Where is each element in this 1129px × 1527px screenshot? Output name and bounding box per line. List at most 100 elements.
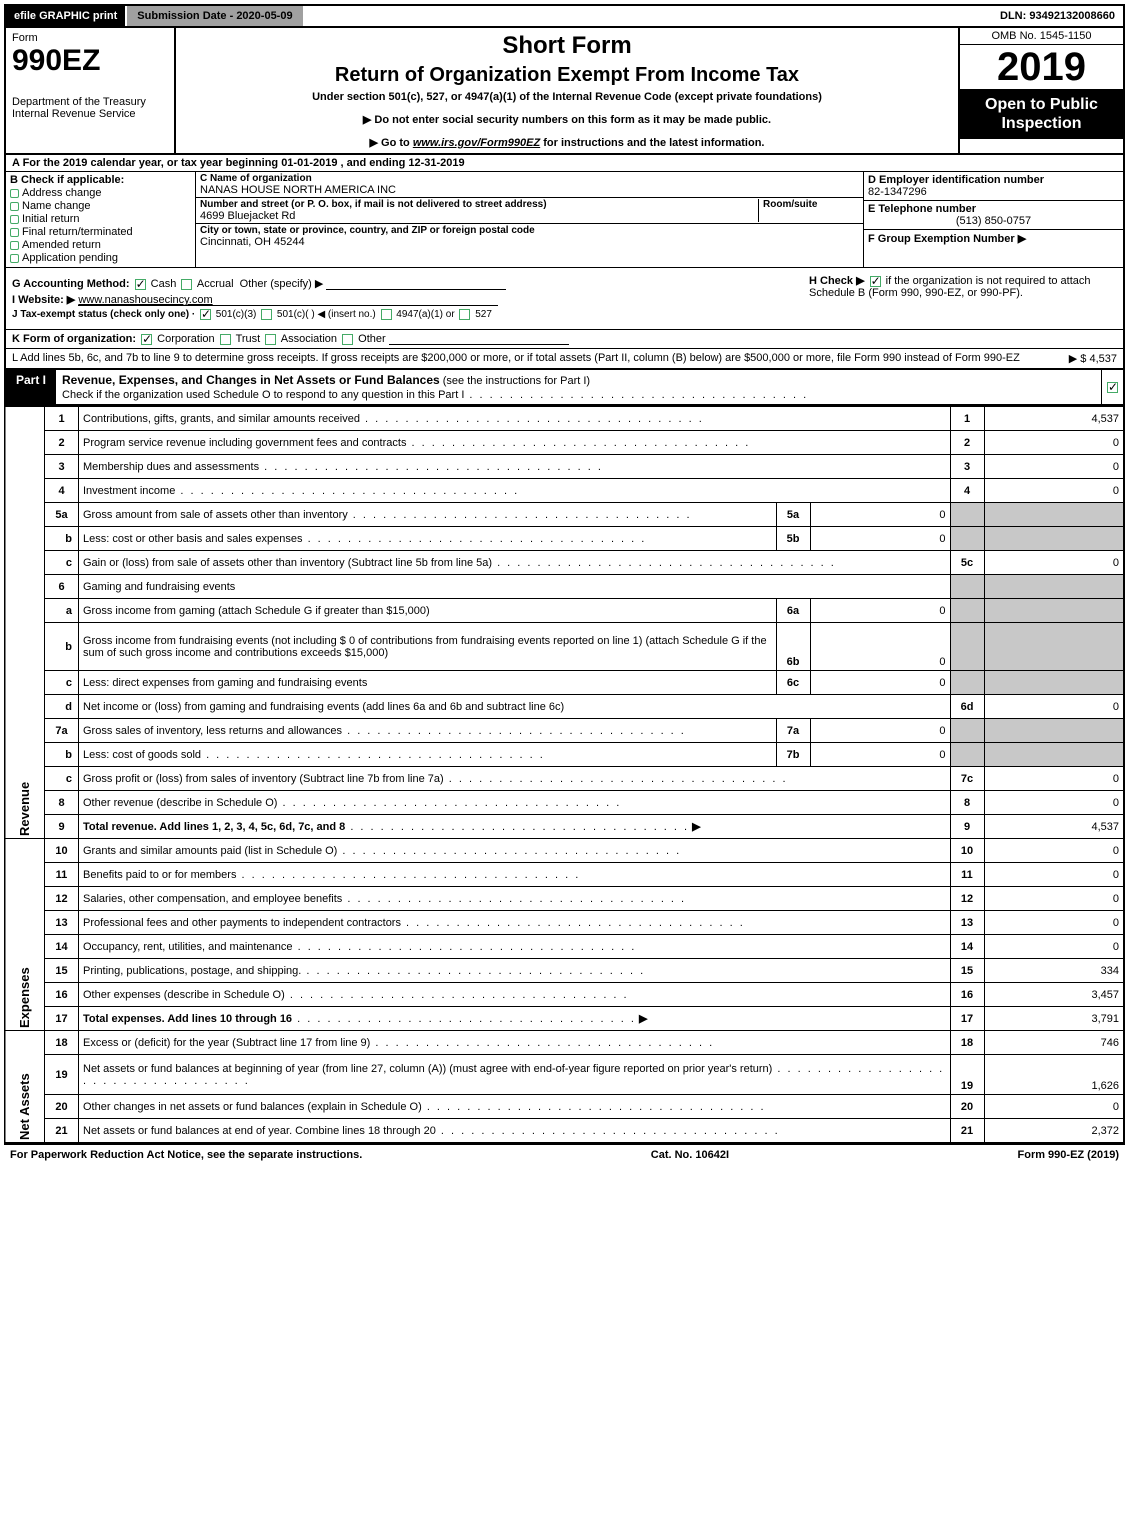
part1-header: Part I Revenue, Expenses, and Changes in… [4, 369, 1125, 406]
rn-6d: 6d [950, 695, 984, 719]
ssn-note: ▶ Do not enter social security numbers o… [182, 113, 952, 126]
irs-label: Internal Revenue Service [12, 108, 168, 120]
irs-link[interactable]: www.irs.gov/Form990EZ [413, 137, 540, 149]
desc-20: Other changes in net assets or fund bala… [79, 1095, 951, 1119]
org-name-row: C Name of organization NANAS HOUSE NORTH… [196, 172, 863, 198]
desc-6b: Gross income from fundraising events (no… [79, 623, 777, 671]
il-6a: 6a [776, 599, 810, 623]
g-cash-check[interactable] [135, 279, 146, 290]
rn-20: 20 [950, 1095, 984, 1119]
rn-4: 4 [950, 479, 984, 503]
chk-address-change[interactable]: Address change [10, 187, 191, 199]
part1-title-sub: (see the instructions for Part I) [440, 375, 590, 387]
ln-7a: 7a [45, 719, 79, 743]
top-bar-left: efile GRAPHIC print Submission Date - 20… [6, 6, 303, 26]
gl-left: G Accounting Method: Cash Accrual Other … [6, 268, 803, 329]
rv-6-grey [984, 575, 1124, 599]
f-label: F Group Exemption Number ▶ [868, 233, 1026, 245]
ein-value: 82-1347296 [868, 186, 927, 198]
desc-5a: Gross amount from sale of assets other t… [79, 503, 777, 527]
efile-print-button[interactable]: efile GRAPHIC print [6, 6, 127, 26]
chk-app-pending[interactable]: Application pending [10, 252, 191, 264]
rv-6b-grey [984, 623, 1124, 671]
iv-5b: 0 [810, 527, 950, 551]
part1-title: Revenue, Expenses, and Changes in Net As… [56, 370, 1101, 404]
j-501c-check[interactable] [261, 309, 272, 320]
g-cash-label: Cash [151, 278, 177, 290]
rn-19: 19 [950, 1055, 984, 1095]
j-527-check[interactable] [459, 309, 470, 320]
ln-17: 17 [45, 1007, 79, 1031]
k-corp-check[interactable] [141, 334, 152, 345]
g-line: G Accounting Method: Cash Accrual Other … [12, 277, 797, 290]
ln-5c: c [45, 551, 79, 575]
footer-right: Form 990-EZ (2019) [1018, 1149, 1119, 1161]
ln-9: 9 [45, 815, 79, 839]
rv-10: 0 [984, 839, 1124, 863]
rn-7b-grey [950, 743, 984, 767]
g-other-label: Other (specify) ▶ [240, 278, 324, 290]
row-3: 3 Membership dues and assessments 3 0 [5, 455, 1124, 479]
rv-6c-grey [984, 671, 1124, 695]
row-16: 16 Other expenses (describe in Schedule … [5, 983, 1124, 1007]
row-14: 14 Occupancy, rent, utilities, and maint… [5, 935, 1124, 959]
j-501c3-check[interactable] [200, 309, 211, 320]
ln-20: 20 [45, 1095, 79, 1119]
chk-name-change[interactable]: Name change [10, 200, 191, 212]
desc-21: Net assets or fund balances at end of ye… [79, 1119, 951, 1143]
rn-13: 13 [950, 911, 984, 935]
g-other-input[interactable] [326, 278, 506, 290]
rv-9: 4,537 [984, 815, 1124, 839]
accounting-block: G Accounting Method: Cash Accrual Other … [4, 268, 1125, 330]
chk-initial-return[interactable]: Initial return [10, 213, 191, 225]
j-line: J Tax-exempt status (check only one) · 5… [12, 309, 797, 320]
desc-19: Net assets or fund balances at beginning… [79, 1055, 951, 1095]
rn-15: 15 [950, 959, 984, 983]
h-block: H Check ▶ if the organization is not req… [803, 268, 1123, 329]
k-trust-check[interactable] [220, 334, 231, 345]
k-other-check[interactable] [342, 334, 353, 345]
rn-11: 11 [950, 863, 984, 887]
ln-10: 10 [45, 839, 79, 863]
k-other-input[interactable] [389, 333, 569, 345]
chk-name-change-label: Name change [22, 200, 91, 212]
il-6c: 6c [776, 671, 810, 695]
l-amount: ▶ $ 4,537 [1059, 352, 1117, 365]
ln-12: 12 [45, 887, 79, 911]
website-input[interactable]: www.nanashousecincy.com [78, 294, 498, 306]
h-label: H Check ▶ [809, 275, 865, 287]
rn-6a-grey [950, 599, 984, 623]
chk-final-return[interactable]: Final return/terminated [10, 226, 191, 238]
rn-2: 2 [950, 431, 984, 455]
ln-5b: b [45, 527, 79, 551]
desc-6d: Net income or (loss) from gaming and fun… [79, 695, 951, 719]
desc-9-text: Total revenue. Add lines 1, 2, 3, 4, 5c,… [83, 821, 345, 833]
row-2: 2 Program service revenue including gove… [5, 431, 1124, 455]
ln-5a: 5a [45, 503, 79, 527]
city-label: City or town, state or province, country… [200, 225, 535, 236]
row-7a: 7a Gross sales of inventory, less return… [5, 719, 1124, 743]
desc-6c: Less: direct expenses from gaming and fu… [79, 671, 777, 695]
desc-17: Total expenses. Add lines 10 through 16 … [79, 1007, 951, 1031]
l-text: L Add lines 5b, 6c, and 7b to line 9 to … [12, 352, 1059, 365]
part1-schedule-o-check[interactable] [1107, 382, 1118, 393]
city-value: Cincinnati, OH 45244 [200, 236, 305, 248]
j-4947-check[interactable] [381, 309, 392, 320]
expenses-sidecap: Expenses [5, 839, 45, 1031]
desc-12: Salaries, other compensation, and employ… [79, 887, 951, 911]
chk-amended[interactable]: Amended return [10, 239, 191, 251]
g-accrual-label: Accrual [197, 278, 234, 290]
row-17: 17 Total expenses. Add lines 10 through … [5, 1007, 1124, 1031]
ln-18: 18 [45, 1031, 79, 1055]
check-if-applicable: B Check if applicable: Address change Na… [6, 172, 196, 267]
k-assoc-check[interactable] [265, 334, 276, 345]
rv-14: 0 [984, 935, 1124, 959]
desc-9: Total revenue. Add lines 1, 2, 3, 4, 5c,… [79, 815, 951, 839]
rv-21: 2,372 [984, 1119, 1124, 1143]
desc-16: Other expenses (describe in Schedule O) [79, 983, 951, 1007]
h-check[interactable] [870, 276, 881, 287]
k-line: K Form of organization: Corporation Trus… [4, 330, 1125, 349]
g-accrual-check[interactable] [181, 279, 192, 290]
desc-17-text: Total expenses. Add lines 10 through 16 [83, 1013, 292, 1025]
row-12: 12 Salaries, other compensation, and emp… [5, 887, 1124, 911]
